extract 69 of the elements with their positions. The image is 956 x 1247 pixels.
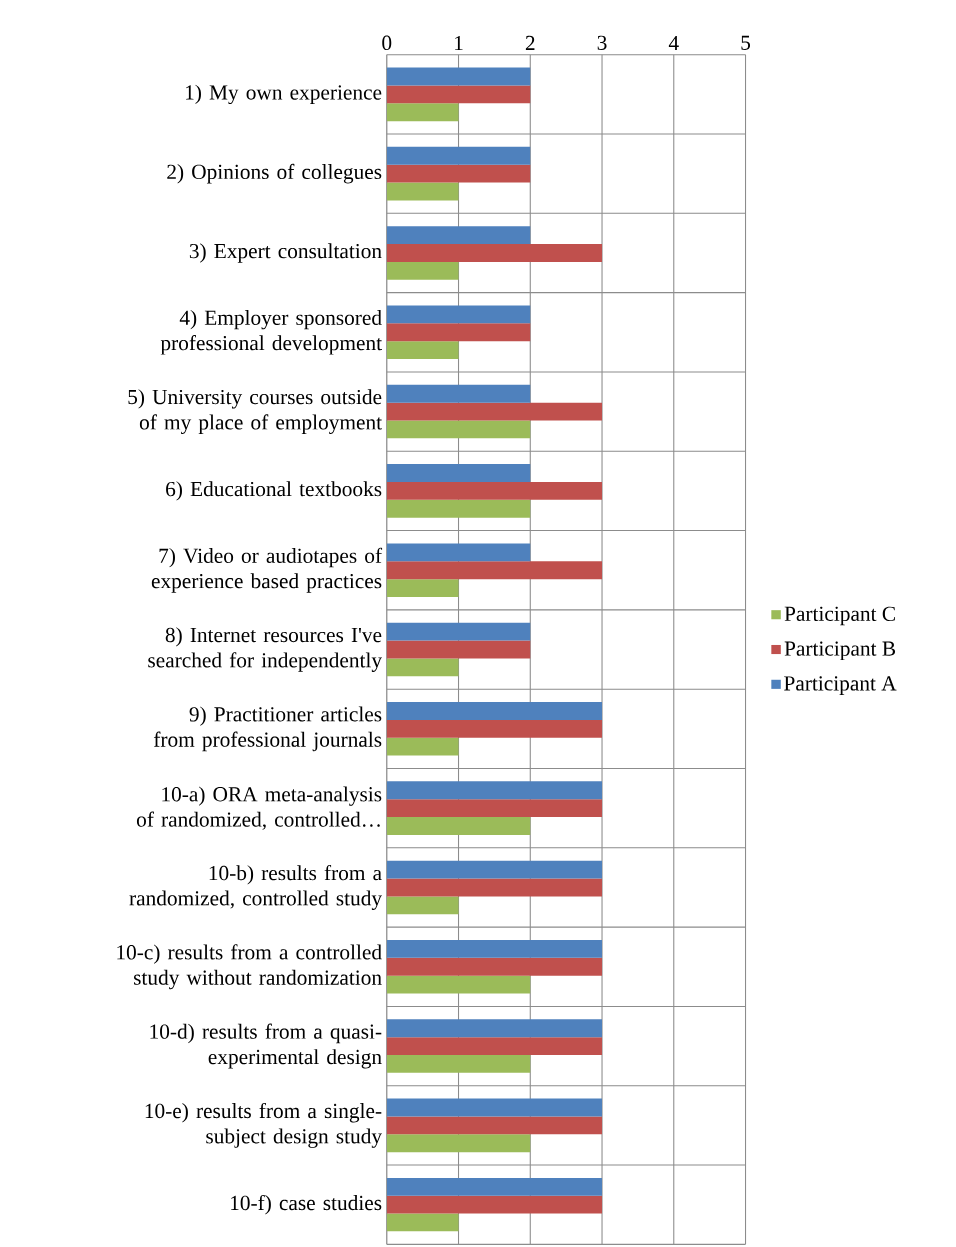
bar	[386, 1055, 531, 1073]
bar	[386, 164, 531, 183]
bar	[386, 323, 531, 342]
bar	[386, 622, 531, 641]
bar	[386, 781, 602, 800]
x-tick-label: 0	[382, 35, 392, 50]
x-tick-label: 4	[668, 35, 679, 50]
bar	[386, 1019, 602, 1038]
bar	[386, 182, 459, 201]
bar	[386, 658, 459, 677]
bar	[386, 719, 602, 738]
bar	[386, 561, 602, 580]
legend-label: Participant B	[784, 641, 895, 661]
x-tick-label: 2	[525, 35, 535, 50]
bar	[386, 860, 602, 879]
bar	[386, 878, 602, 897]
x-tick-label: 1	[454, 35, 463, 50]
bar	[386, 244, 602, 262]
bar	[386, 939, 602, 958]
y-tick-label: 1) My own experience	[185, 84, 382, 105]
bar	[386, 103, 459, 122]
bar	[386, 1037, 602, 1055]
bar	[386, 481, 602, 500]
y-tick-label: 5) University courses outside of my place of employment	[128, 389, 382, 434]
bar	[386, 543, 531, 562]
y-tick-label: 4) Employer sponsored professional development	[160, 309, 382, 355]
bar	[386, 420, 531, 439]
bar	[386, 146, 531, 165]
bar	[386, 67, 531, 86]
bar	[386, 402, 602, 421]
bar	[386, 1177, 602, 1196]
bar	[386, 896, 459, 915]
bar	[386, 799, 602, 818]
legend-label: Participant A	[783, 676, 897, 695]
x-tick-label: 3	[597, 35, 607, 50]
bar	[386, 579, 459, 597]
bar	[386, 85, 531, 104]
bar	[386, 1134, 531, 1153]
y-tick-label: 6) Educational textbooks	[165, 481, 382, 501]
bar	[386, 1195, 602, 1214]
y-tick-label: 9) Practitioner articles from professional journals	[153, 706, 382, 752]
y-tick-label: 10-a) ORA meta-analysis of randomized, controlled…	[136, 786, 382, 830]
y-tick-label: 10-b) results from a randomized, controlled study	[129, 864, 382, 910]
bar	[386, 737, 459, 756]
bar	[386, 817, 531, 835]
bar	[386, 341, 459, 360]
bar	[386, 1098, 602, 1117]
bar	[386, 957, 602, 976]
x-tick-label: 5	[741, 35, 750, 50]
bar	[386, 305, 531, 324]
bar	[386, 702, 602, 720]
y-tick-label: 10-d) results from a quasi-experimental design	[150, 1023, 382, 1069]
y-tick-label: 10-f) case studies	[230, 1194, 382, 1215]
bar	[386, 384, 531, 403]
y-tick-label: 8) Internet resources I've searched for independently	[148, 627, 382, 672]
bar	[386, 261, 459, 280]
bar	[386, 975, 531, 994]
y-tick-label: 3) Expert consultation	[189, 243, 382, 263]
bar	[386, 1213, 459, 1232]
y-tick-label: 7) Video or audiotapes of experience based practices	[151, 547, 382, 593]
bar	[386, 640, 531, 659]
y-tick-label: 2) Opinions of collegues	[167, 163, 382, 184]
bar	[386, 226, 531, 245]
y-tick-label: 10-c) results from a controlled study without randomization	[117, 944, 382, 990]
bar	[386, 464, 531, 482]
bar	[386, 1116, 602, 1135]
y-tick-label: 10-e) results from a single-subject design study	[145, 1102, 382, 1148]
legend-label: Participant C	[784, 606, 895, 626]
bar	[386, 499, 531, 518]
